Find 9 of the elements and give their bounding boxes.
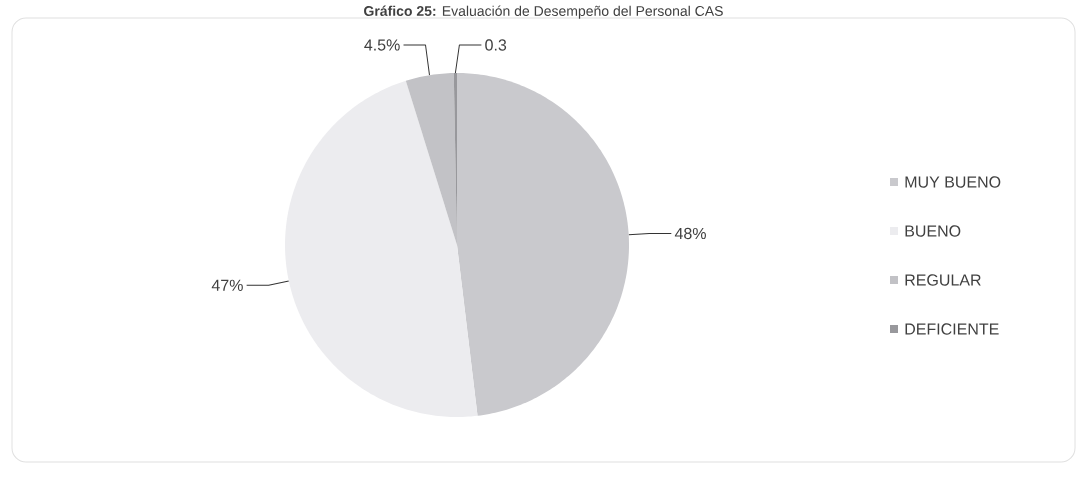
data-label: 48% [674, 227, 706, 240]
legend-label: DEFICIENTE [905, 323, 999, 335]
legend-label: REGULAR [905, 274, 981, 286]
legend-label: MUY BUENO [905, 176, 1001, 188]
legend-label: BUENO [905, 225, 961, 237]
chart-title: Gráfico 25: Evaluación de Desempeño del Personal CAS [364, 5, 723, 19]
data-label: 47% [211, 279, 243, 291]
data-label: 4.5% [364, 39, 400, 51]
data-label: 0.3 [485, 39, 507, 51]
